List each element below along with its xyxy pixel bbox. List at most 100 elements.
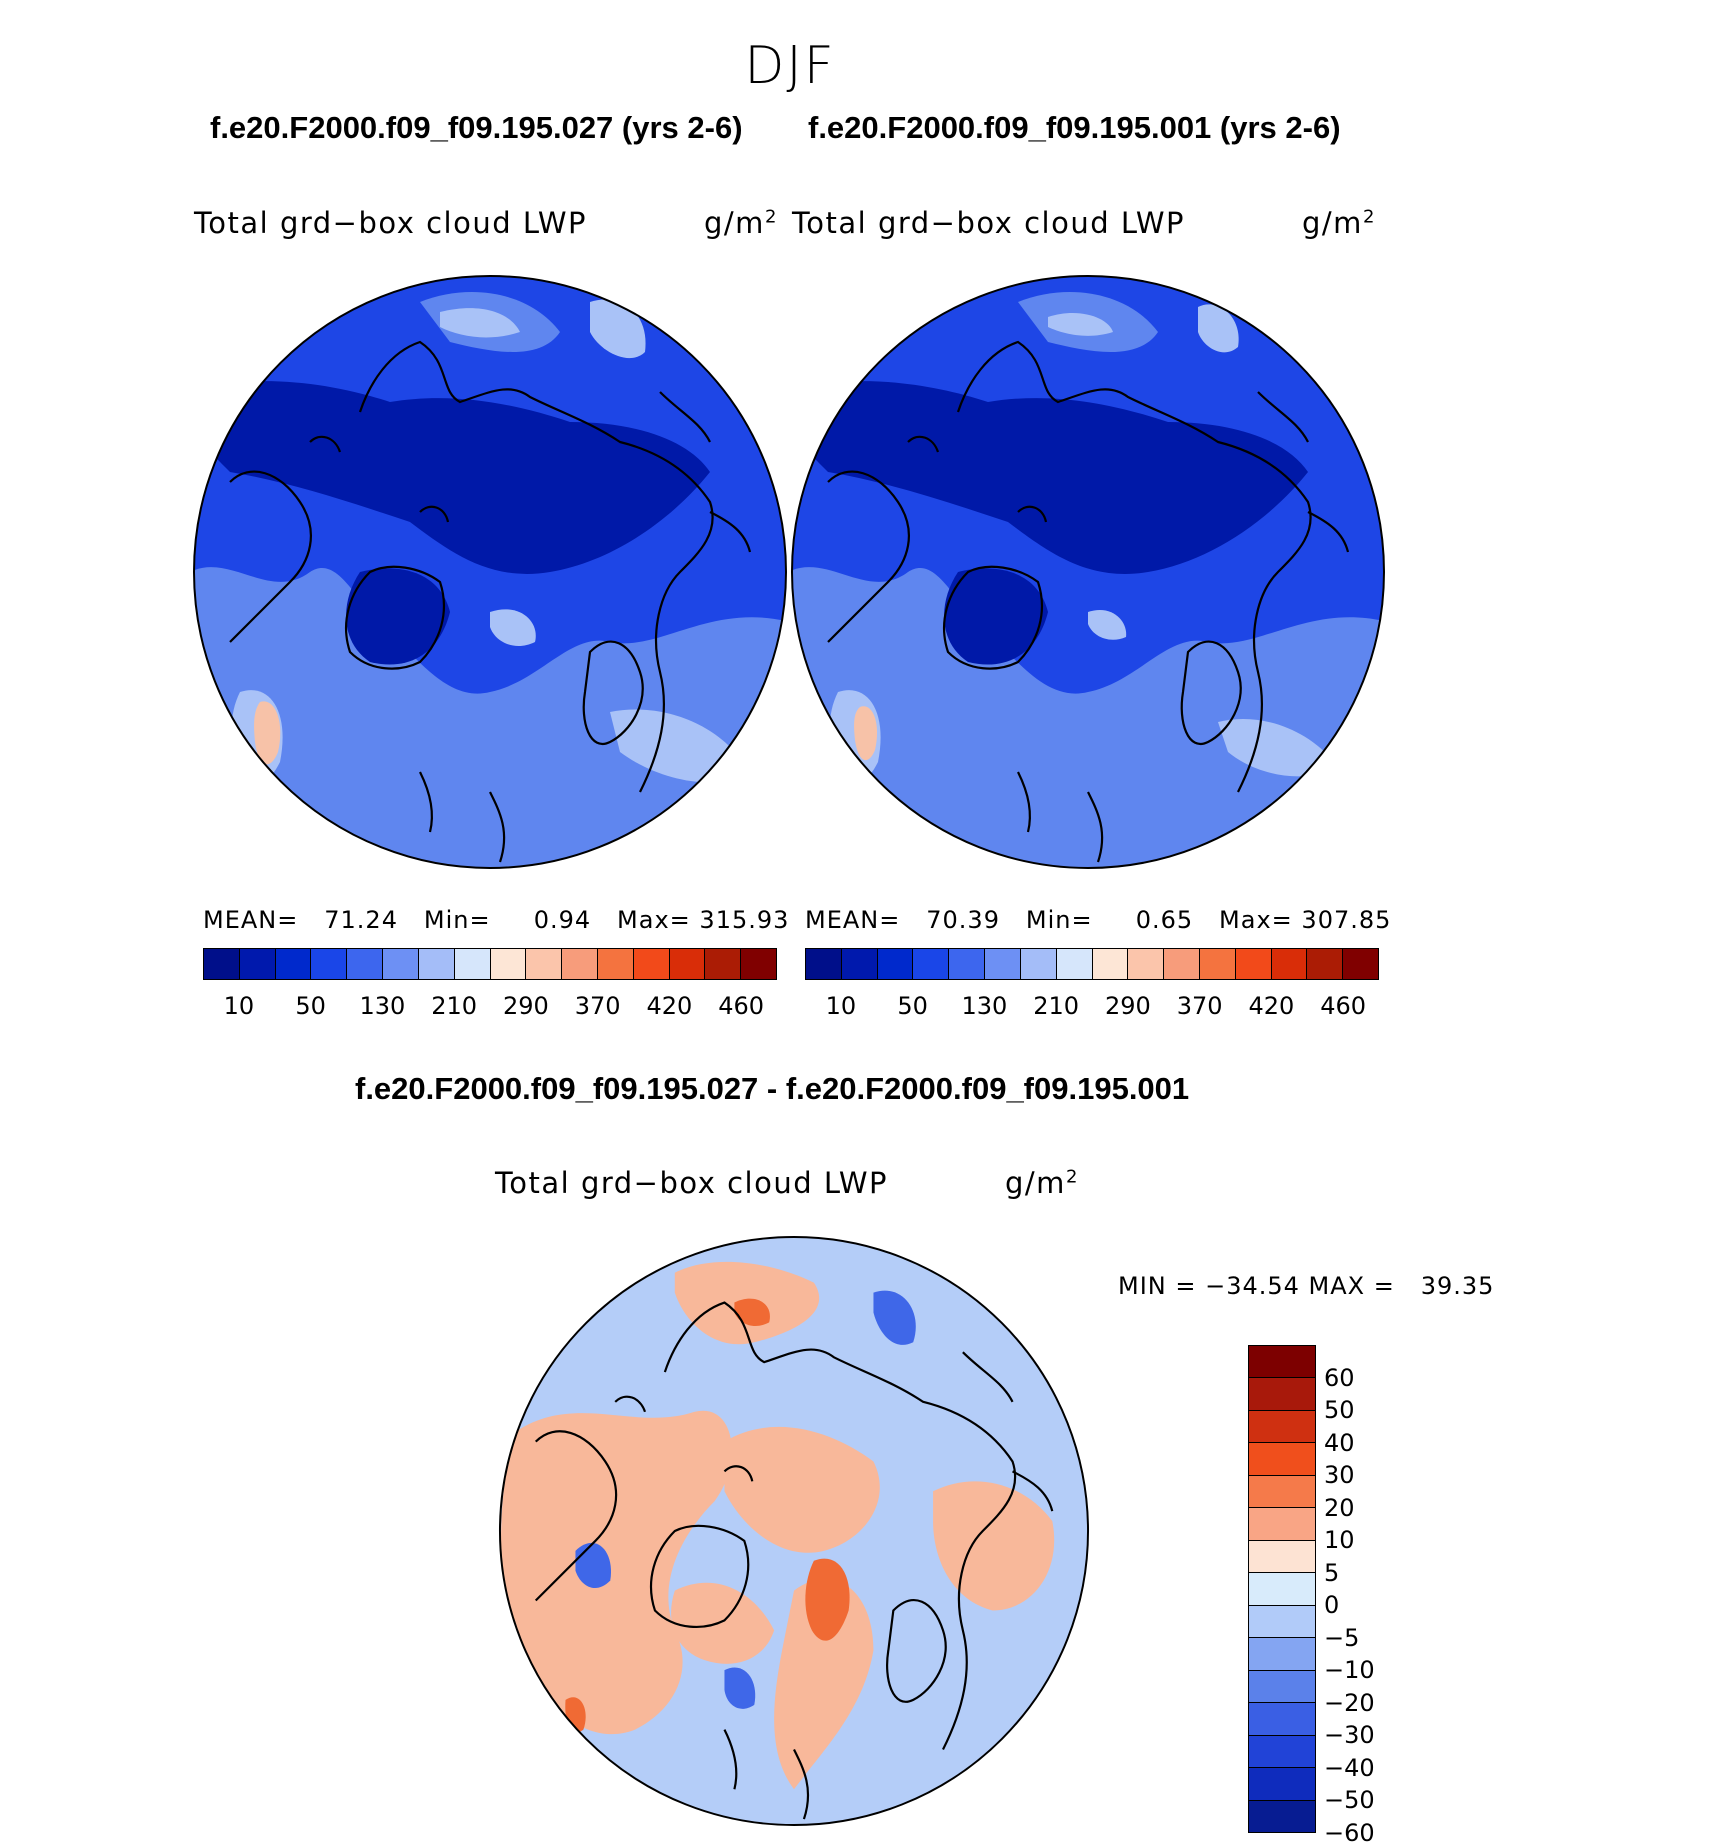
colorbar-tick-label: 370 [1176,992,1223,1020]
map-field-greenland [944,568,1048,665]
left-variable-name: Total grd−box cloud LWP [194,206,588,240]
left-colorbar [203,948,777,980]
colorbar-swatch [1056,949,1093,979]
right-variable-name: Total grd−box cloud LWP [792,206,1186,240]
colorbar-tick-label: −30 [1324,1721,1375,1750]
map-field-strong-positive [734,1298,770,1327]
colorbar-tick-label: −10 [1324,1656,1375,1685]
colorbar-swatch [1307,949,1344,979]
colorbar-tick-label: −50 [1324,1786,1375,1815]
colorbar-swatch [949,949,986,979]
colorbar-tick-label: 50 [295,992,326,1020]
colorbar-tick-label: 210 [1033,992,1080,1020]
map-field-strong-negative [873,1290,916,1345]
colorbar-swatch [383,949,419,979]
colorbar-swatch [562,949,598,979]
map-field-positive [671,1582,775,1664]
right-units: g/m2 [1302,206,1376,240]
map-field-positive [774,1578,874,1790]
colorbar-tick-label: 290 [1104,992,1151,1020]
colorbar-swatch [705,949,742,979]
diff-units: g/m2 [1005,1166,1079,1200]
colorbar-swatch [1249,1346,1315,1379]
colorbar-swatch [1249,1443,1315,1476]
colorbar-tick-label: 50 [1324,1396,1355,1425]
colorbar-swatch [1249,1670,1315,1704]
colorbar-tick-label: 210 [431,992,478,1020]
coastlines [827,340,1350,863]
colorbar-swatch [275,949,312,979]
map-field-lowlat [792,567,1384,868]
colorbar-swatch [1249,1768,1315,1801]
diff-polar-map [498,1235,1090,1827]
colorbar-swatch [1249,1573,1315,1606]
colorbar-swatch [597,949,634,979]
colorbar-tick-label: 10 [1324,1526,1355,1555]
colorbar-tick-label: 460 [718,992,765,1020]
season-title: DJF [744,36,836,96]
coastlines [229,340,752,863]
colorbar-swatch [1249,1605,1315,1639]
colorbar-tick-label: 10 [825,992,857,1020]
colorbar-swatch [669,949,706,979]
colorbar-tick-label: 60 [1324,1363,1355,1392]
map-field-strong-negative [724,1667,756,1709]
map-field-positive [933,1481,1055,1611]
map-field-strong-positive [805,1558,850,1641]
colorbar-tick-label: 290 [502,992,549,1020]
colorbar-tick-label: 0 [1324,1591,1340,1620]
colorbar-swatch [741,949,776,979]
colorbar-swatch [1249,1378,1315,1411]
colorbar-swatch [347,949,384,979]
colorbar-swatch [526,949,563,979]
map-field-arctic [792,381,1308,574]
map-field-patch [440,308,520,338]
colorbar-tick-label: 420 [646,992,693,1020]
colorbar-tick-label: 5 [1324,1558,1340,1587]
colorbar-tick-label: 460 [1320,992,1367,1020]
colorbar-swatch [1249,1800,1315,1833]
colorbar-swatch [1092,949,1129,979]
colorbar-swatch [239,949,276,979]
colorbar-tick-label: 30 [1324,1461,1355,1490]
map-field-arctic [194,381,710,574]
map-field-patch [1088,610,1127,640]
colorbar-swatch [1020,949,1057,979]
map-field-patch [1198,304,1239,353]
left-mean-stat: MEAN= 71.24 Min= 0.94 Max= 315.93 [203,906,790,934]
map-field-positive [724,1426,880,1553]
colorbar-tick-label: −40 [1324,1753,1375,1782]
map-field-positive [500,1410,732,1735]
map-field-strong-negative [575,1542,612,1589]
colorbar-tick-label: 420 [1248,992,1295,1020]
right-colorbar [805,948,1379,980]
colorbar-swatch [841,949,878,979]
colorbar-swatch [1271,949,1308,979]
colorbar-swatch [1249,1410,1315,1444]
right-mean-stat: MEAN= 70.39 Min= 0.65 Max= 307.85 [805,906,1392,934]
map-field-lowlat [194,567,786,868]
colorbar-tick-label: −5 [1324,1623,1360,1652]
colorbar-swatch [806,949,842,979]
left-units: g/m2 [704,206,778,240]
right-polar-map [791,275,1385,869]
colorbar-swatch [1249,1735,1315,1769]
map-field-greenland [346,568,450,665]
colorbar-tick-label: 130 [359,992,406,1020]
coastlines [534,1301,1054,1820]
diff-title: f.e20.F2000.f09_f09.195.027 - f.e20.F200… [355,1071,1190,1106]
left-polar-map [193,275,787,869]
map-field-patch [1218,719,1338,777]
colorbar-swatch [204,949,240,979]
colorbar-swatch [633,949,670,979]
colorbar-swatch [311,949,348,979]
colorbar-tick-label: −60 [1324,1819,1375,1847]
colorbar-swatch [1249,1540,1315,1574]
colorbar-tick-label: 50 [897,992,928,1020]
colorbar-swatch [1249,1475,1315,1509]
colorbar-swatch [1249,1703,1315,1736]
right-case-title: f.e20.F2000.f09_f09.195.001 (yrs 2-6) [808,110,1341,145]
colorbar-swatch [490,949,527,979]
colorbar-tick-label: 10 [223,992,255,1020]
colorbar-swatch [1343,949,1378,979]
